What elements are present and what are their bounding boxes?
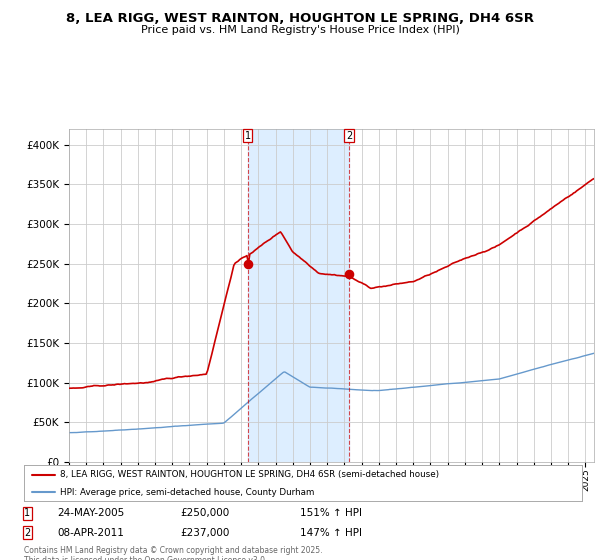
Text: Price paid vs. HM Land Registry's House Price Index (HPI): Price paid vs. HM Land Registry's House … [140, 25, 460, 35]
Text: 24-MAY-2005: 24-MAY-2005 [57, 508, 124, 519]
Text: 8, LEA RIGG, WEST RAINTON, HOUGHTON LE SPRING, DH4 6SR (semi-detached house): 8, LEA RIGG, WEST RAINTON, HOUGHTON LE S… [60, 470, 439, 479]
Text: 147% ↑ HPI: 147% ↑ HPI [300, 528, 362, 538]
Point [243, 259, 253, 268]
Point [344, 269, 354, 278]
Text: 2: 2 [346, 130, 352, 141]
Text: £250,000: £250,000 [180, 508, 229, 519]
Text: Contains HM Land Registry data © Crown copyright and database right 2025.
This d: Contains HM Land Registry data © Crown c… [24, 546, 323, 560]
Text: 1: 1 [245, 130, 251, 141]
Text: £237,000: £237,000 [180, 528, 229, 538]
Bar [248, 129, 349, 462]
Text: 08-APR-2011: 08-APR-2011 [57, 528, 124, 538]
Text: 1: 1 [24, 508, 30, 519]
Text: HPI: Average price, semi-detached house, County Durham: HPI: Average price, semi-detached house,… [60, 488, 314, 497]
Text: 2: 2 [24, 528, 30, 538]
Text: 8, LEA RIGG, WEST RAINTON, HOUGHTON LE SPRING, DH4 6SR: 8, LEA RIGG, WEST RAINTON, HOUGHTON LE S… [66, 12, 534, 25]
Text: 151% ↑ HPI: 151% ↑ HPI [300, 508, 362, 519]
